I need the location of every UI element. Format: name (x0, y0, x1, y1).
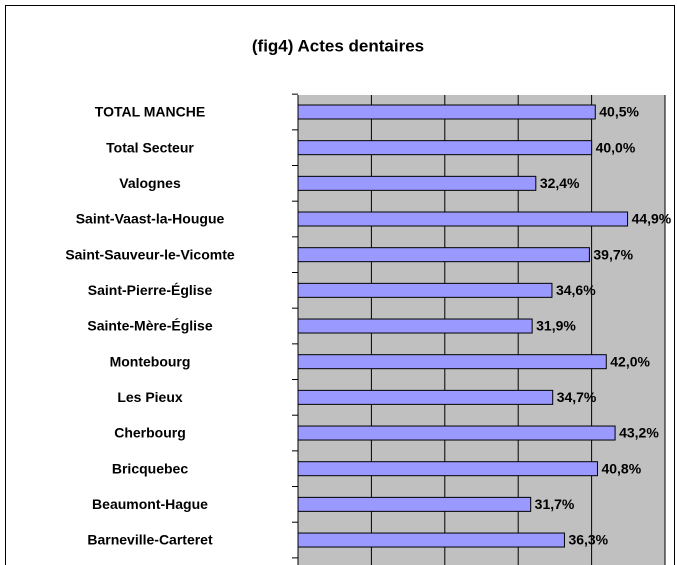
value-label: 40,5% (599, 104, 639, 120)
y-tick-label: Saint-Pierre-Église (88, 282, 213, 298)
y-tick-label: Saint-Sauveur-le-Vicomte (65, 246, 235, 262)
value-label: 44,9% (632, 211, 672, 227)
value-label: 40,0% (596, 139, 636, 155)
value-label: 40,8% (601, 460, 641, 476)
y-tick-label: Valognes (119, 175, 181, 191)
y-tick-label: Sainte-Mère-Église (87, 318, 212, 334)
bar (297, 496, 532, 512)
bar (297, 140, 593, 156)
y-tick-label: Montebourg (110, 353, 191, 369)
y-tick-label: Cherbourg (114, 425, 186, 441)
y-tick-label: Saint-Vaast-la-Hougue (76, 211, 225, 227)
bar (297, 318, 533, 334)
bar (297, 175, 537, 191)
value-label: 42,0% (610, 353, 650, 369)
value-label: 36,3% (568, 532, 608, 548)
y-tick-label: Beaumont-Hague (92, 496, 208, 512)
bar (297, 282, 553, 298)
bar (297, 247, 590, 263)
bar (297, 461, 598, 477)
y-tick-label: Barneville-Carteret (87, 532, 213, 548)
y-tick-label: Bricquebec (112, 460, 188, 476)
value-label: 32,4% (540, 175, 580, 191)
bar (297, 354, 607, 370)
y-tick-label: Les Pieux (117, 389, 183, 405)
value-label: 34,6% (556, 282, 596, 298)
value-label: 31,7% (535, 496, 575, 512)
value-label: 39,7% (593, 246, 633, 262)
bar (297, 389, 554, 405)
value-label: 34,7% (557, 389, 597, 405)
value-label: 43,2% (619, 425, 659, 441)
bar (297, 104, 596, 120)
value-label: 31,9% (536, 318, 576, 334)
y-tick-label: Total Secteur (106, 139, 194, 155)
y-tick-label: TOTAL MANCHE (95, 104, 205, 120)
chart-title: (fig4) Actes dentaires (252, 36, 424, 55)
bar (297, 532, 565, 548)
bar (297, 211, 629, 227)
bar (297, 425, 616, 441)
